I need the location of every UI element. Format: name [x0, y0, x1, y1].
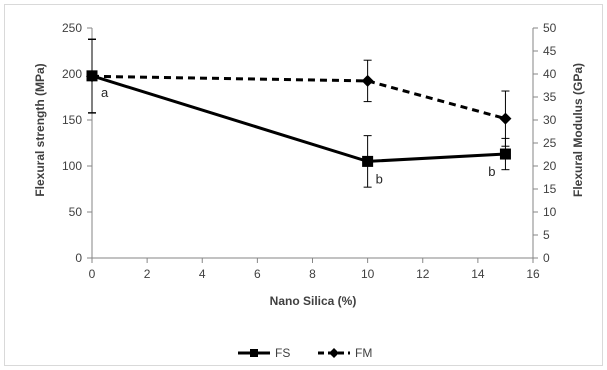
data-point-fm — [86, 70, 98, 83]
legend-fm-marker — [329, 348, 339, 358]
x-tick-label: 8 — [309, 267, 316, 281]
y-right-tick-label: 45 — [543, 44, 557, 58]
x-tick-label: 0 — [89, 267, 96, 281]
x-tick-label: 4 — [199, 267, 206, 281]
y-right-tick-label: 50 — [543, 21, 557, 35]
y-right-tick-label: 20 — [543, 159, 557, 173]
y-left-tick-label: 150 — [62, 113, 82, 127]
x-tick-label: 14 — [471, 267, 485, 281]
legend-fm-label: FM — [355, 346, 372, 360]
y-right-tick-label: 10 — [543, 205, 557, 219]
annotation-label: b — [488, 164, 495, 179]
y-left-tick-label: 200 — [62, 67, 82, 81]
y-right-tick-label: 35 — [543, 90, 557, 104]
x-tick-label: 6 — [254, 267, 261, 281]
y-left-tick-label: 0 — [75, 251, 82, 265]
y-axis-right-title: Flexural Modulus (GPa) — [571, 63, 585, 197]
data-point-fs — [499, 148, 511, 160]
series-markers — [86, 70, 512, 167]
legend-fs-marker — [250, 349, 258, 357]
tick-labels: 0 2 4 6 8 10 12 14 16050100150200250051015202530… — [62, 21, 557, 281]
x-tick-label: 12 — [416, 267, 430, 281]
axes — [87, 27, 538, 263]
data-point-fm — [499, 112, 512, 125]
chart-border — [4, 4, 603, 366]
annotation-label: b — [376, 171, 383, 186]
y-left-tick-label: 50 — [69, 205, 83, 219]
y-left-tick-label: 250 — [62, 21, 82, 35]
legend-fs-label: FS — [275, 346, 290, 360]
y-right-tick-label: 5 — [543, 228, 550, 242]
y-left-tick-label: 100 — [62, 159, 82, 173]
annotations: a b b — [101, 85, 495, 187]
data-point-fs — [362, 155, 374, 167]
legend: FS FM — [238, 346, 372, 360]
x-tick-label: 10 — [361, 267, 375, 281]
y-axis-left-title: Flexural strength (MPa) — [33, 63, 47, 196]
y-right-tick-label: 0 — [543, 251, 550, 265]
x-tick-label: 16 — [526, 267, 540, 281]
y-right-tick-label: 15 — [543, 182, 557, 196]
x-axis-title: Nano Silica (%) — [270, 294, 357, 308]
y-right-tick-label: 40 — [543, 67, 557, 81]
x-tick-label: 2 — [144, 267, 151, 281]
y-right-tick-label: 30 — [543, 113, 557, 127]
annotation-label: a — [101, 85, 109, 100]
data-point-fm — [361, 74, 374, 87]
y-right-tick-label: 25 — [543, 136, 557, 150]
